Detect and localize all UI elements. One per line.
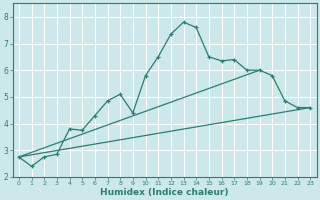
X-axis label: Humidex (Indice chaleur): Humidex (Indice chaleur) (100, 188, 229, 197)
